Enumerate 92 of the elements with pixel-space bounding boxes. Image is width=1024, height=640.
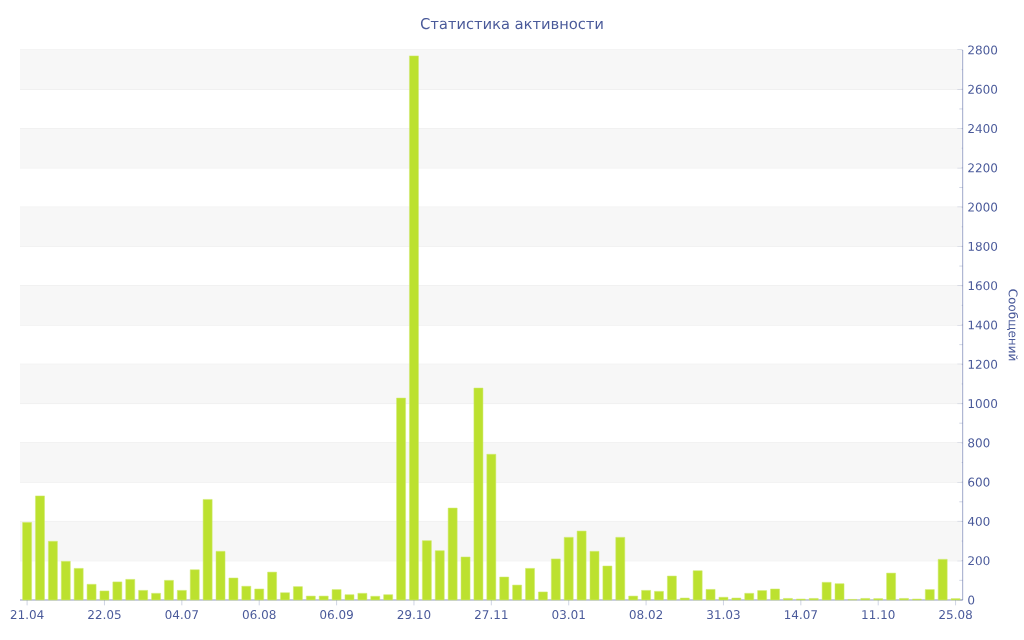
bar — [202, 499, 213, 601]
bar — [396, 397, 406, 601]
x-tick-label: 25.08 — [939, 610, 972, 620]
y-tick-label: 1800 — [968, 241, 998, 251]
y-tick-label: 600 — [968, 477, 990, 487]
bar — [164, 580, 174, 601]
y-tick-label: 1400 — [968, 320, 998, 330]
x-tick-label: 31.03 — [707, 610, 740, 620]
bar — [99, 590, 110, 601]
y-tick-label: 1600 — [968, 281, 998, 291]
bar — [937, 559, 948, 601]
x-tick-label: 11.10 — [862, 610, 895, 620]
x-tick-label: 22.05 — [88, 610, 121, 620]
bar — [73, 568, 84, 601]
bar — [112, 581, 123, 601]
bar — [280, 592, 290, 601]
bar — [602, 565, 613, 601]
bar — [318, 595, 329, 601]
y-tick-label: 2200 — [968, 163, 998, 173]
y-tick-label: 1200 — [968, 359, 998, 369]
y-tick-label: 2600 — [968, 84, 998, 94]
bar — [177, 590, 187, 601]
chart-title: Статистика активности — [420, 18, 603, 30]
x-tick-label: 08.02 — [629, 610, 663, 620]
bar — [331, 589, 342, 601]
bar — [770, 588, 780, 601]
bar — [589, 551, 600, 601]
bar — [757, 590, 767, 601]
bar — [215, 551, 226, 601]
bar — [35, 495, 45, 601]
y-tick-label: 2800 — [968, 45, 998, 55]
bar — [86, 584, 97, 601]
bar — [22, 522, 32, 601]
x-tick-label: 27.11 — [475, 610, 508, 619]
y-tick-label: 2000 — [968, 202, 998, 212]
bar — [151, 593, 161, 601]
bar — [473, 387, 484, 601]
x-tick-label: 14.07 — [784, 610, 817, 620]
x-tick-label: 06.09 — [320, 610, 353, 620]
bar — [499, 576, 510, 601]
bar — [834, 583, 845, 601]
bar — [512, 584, 522, 601]
y-tick-label: 2400 — [968, 124, 998, 134]
x-tick-label: 29.10 — [397, 610, 431, 620]
y-tick-label: 1000 — [968, 399, 998, 409]
bar — [267, 571, 277, 601]
bar — [383, 594, 393, 601]
bar — [615, 537, 626, 601]
bar — [654, 591, 664, 601]
bar — [718, 596, 729, 601]
y-tick-label: 200 — [968, 556, 990, 566]
bar — [486, 453, 497, 601]
bar — [306, 595, 316, 601]
bar — [460, 556, 471, 601]
x-tick-label: 03.01 — [552, 610, 585, 620]
x-tick-label: 21.04 — [10, 610, 44, 620]
bar — [692, 570, 703, 601]
x-tick-label: 04.07 — [165, 610, 198, 620]
bar — [641, 590, 651, 601]
bar — [525, 568, 535, 601]
bar — [744, 593, 755, 601]
bar — [241, 585, 252, 601]
bar — [925, 589, 935, 601]
y-tick-label: 0 — [968, 595, 975, 605]
bar — [357, 593, 368, 601]
bar — [254, 588, 264, 601]
bar — [563, 537, 574, 601]
y-tick-label: 400 — [967, 516, 990, 526]
bar — [125, 579, 136, 601]
y-tick-label: 800 — [968, 438, 990, 448]
bar — [538, 591, 548, 601]
bar — [628, 595, 638, 601]
bar — [61, 561, 71, 601]
bar — [886, 572, 896, 601]
bar — [189, 569, 200, 601]
x-tick-label: 06.08 — [242, 610, 276, 620]
bar — [344, 594, 355, 601]
y-axis-title: Сообщений — [1007, 289, 1019, 361]
bar — [409, 55, 419, 601]
bar — [48, 541, 58, 601]
bar — [293, 586, 303, 601]
bar — [705, 589, 716, 601]
bar — [821, 582, 832, 601]
bar — [447, 507, 458, 601]
bar — [667, 575, 677, 601]
bar — [551, 558, 561, 601]
bar — [422, 540, 432, 601]
bar — [434, 550, 445, 601]
bar — [370, 596, 381, 601]
bar — [228, 577, 239, 601]
bar — [138, 590, 148, 601]
bar — [576, 530, 587, 601]
